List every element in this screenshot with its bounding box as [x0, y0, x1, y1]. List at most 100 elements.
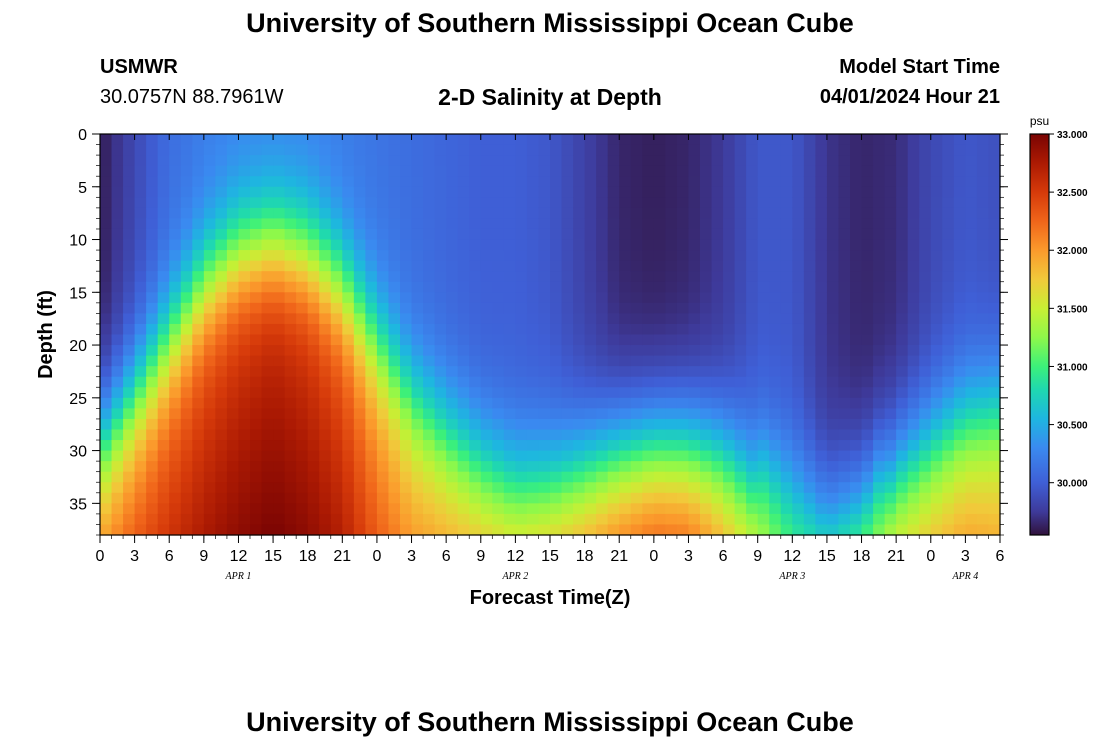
- heatmap-cell: [907, 450, 920, 462]
- heatmap-cell: [307, 250, 320, 262]
- heatmap-cell: [550, 503, 563, 515]
- heatmap-cell: [480, 155, 493, 167]
- heatmap-cell: [769, 524, 782, 536]
- heatmap-cell: [884, 207, 897, 220]
- heatmap-cell: [665, 418, 678, 431]
- heatmap-cell: [884, 134, 897, 146]
- heatmap-cell: [123, 334, 136, 346]
- heatmap-cell: [850, 176, 863, 188]
- heatmap-cell: [826, 155, 840, 167]
- heatmap-cell: [619, 250, 632, 262]
- heatmap-cell: [215, 292, 228, 304]
- heatmap-cell: [180, 134, 193, 146]
- heatmap-cell: [457, 376, 470, 388]
- heatmap-cell: [492, 366, 505, 378]
- heatmap-cell: [815, 376, 828, 388]
- x-tick-label: 0: [649, 548, 658, 565]
- heatmap-cell: [469, 176, 482, 188]
- y-tick-label: 10: [69, 233, 87, 250]
- heatmap-cell: [123, 418, 136, 431]
- heatmap-cell: [653, 366, 666, 378]
- heatmap-cell: [342, 397, 355, 409]
- heatmap-cell: [342, 408, 355, 420]
- heatmap-cell: [423, 503, 436, 515]
- heatmap-cell: [734, 292, 747, 304]
- heatmap-cell: [192, 440, 205, 452]
- heatmap-cell: [503, 165, 516, 177]
- heatmap-cell: [434, 271, 447, 283]
- heatmap-cell: [423, 450, 436, 462]
- heatmap-cell: [446, 250, 459, 262]
- heatmap-cell: [757, 228, 770, 241]
- heatmap-cell: [642, 260, 655, 272]
- heatmap-cell: [676, 429, 690, 441]
- heatmap-cell: [250, 355, 263, 367]
- heatmap-cell: [711, 292, 724, 304]
- heatmap-cell: [861, 524, 874, 536]
- heatmap-cell: [792, 186, 805, 198]
- heatmap-cell: [157, 271, 170, 283]
- heatmap-cell: [757, 334, 770, 346]
- heatmap-cell: [411, 207, 424, 220]
- heatmap-cell: [203, 397, 216, 409]
- heatmap-cell: [780, 334, 793, 346]
- heatmap-cell: [896, 239, 909, 251]
- heatmap-cell: [734, 186, 747, 198]
- heatmap-cell: [330, 355, 343, 367]
- heatmap-cell: [319, 197, 332, 209]
- heatmap-cell: [469, 482, 482, 494]
- heatmap-cell: [700, 408, 713, 420]
- heatmap-cell: [342, 207, 355, 220]
- x-tick-label: 3: [961, 548, 970, 565]
- heatmap-cell: [238, 503, 251, 515]
- heatmap-cells: [100, 134, 1001, 536]
- heatmap-cell: [815, 429, 828, 441]
- heatmap-cell: [780, 176, 793, 188]
- heatmap-cell: [111, 513, 124, 526]
- heatmap-cell: [411, 418, 424, 431]
- heatmap-cell: [550, 471, 563, 483]
- heatmap-cell: [769, 387, 782, 399]
- heatmap-cell: [769, 218, 782, 230]
- heatmap-cell: [330, 387, 343, 399]
- heatmap-cell: [930, 239, 943, 251]
- heatmap-cell: [826, 492, 840, 504]
- heatmap-cell: [953, 387, 966, 399]
- heatmap-cell: [838, 134, 851, 146]
- heatmap-cell: [861, 492, 874, 504]
- heatmap-cell: [561, 134, 574, 146]
- heatmap-cell: [850, 250, 863, 262]
- model-start-value: 04/01/2024 Hour 21: [819, 86, 1000, 108]
- heatmap-cell: [492, 302, 505, 314]
- heatmap-cell: [261, 176, 274, 188]
- heatmap-cell: [953, 155, 966, 167]
- heatmap-cell: [757, 218, 770, 230]
- heatmap-cell: [469, 334, 482, 346]
- heatmap-cell: [146, 165, 159, 177]
- heatmap-cell: [157, 524, 170, 536]
- heatmap-cell: [434, 281, 447, 293]
- heatmap-cell: [411, 450, 424, 462]
- heatmap-cell: [861, 334, 874, 346]
- heatmap-cell: [688, 397, 701, 409]
- heatmap-cell: [342, 355, 355, 367]
- heatmap-cell: [607, 228, 620, 241]
- heatmap-cell: [584, 429, 597, 441]
- heatmap-cell: [446, 165, 459, 177]
- heatmap-cell: [596, 239, 609, 251]
- heatmap-cell: [261, 302, 274, 314]
- heatmap-cell: [826, 355, 840, 367]
- heatmap-cell: [226, 450, 240, 462]
- heatmap-cell: [273, 440, 286, 452]
- heatmap-cell: [353, 218, 366, 230]
- heatmap-cell: [757, 260, 770, 272]
- heatmap-cell: [700, 450, 713, 462]
- heatmap-cell: [480, 440, 493, 452]
- heatmap-cell: [607, 366, 620, 378]
- heatmap-cell: [226, 271, 240, 283]
- heatmap-cell: [388, 429, 401, 441]
- heatmap-cell: [965, 429, 978, 441]
- heatmap-cell: [342, 292, 355, 304]
- x-tick-label: 12: [230, 548, 248, 565]
- heatmap-cell: [826, 524, 840, 536]
